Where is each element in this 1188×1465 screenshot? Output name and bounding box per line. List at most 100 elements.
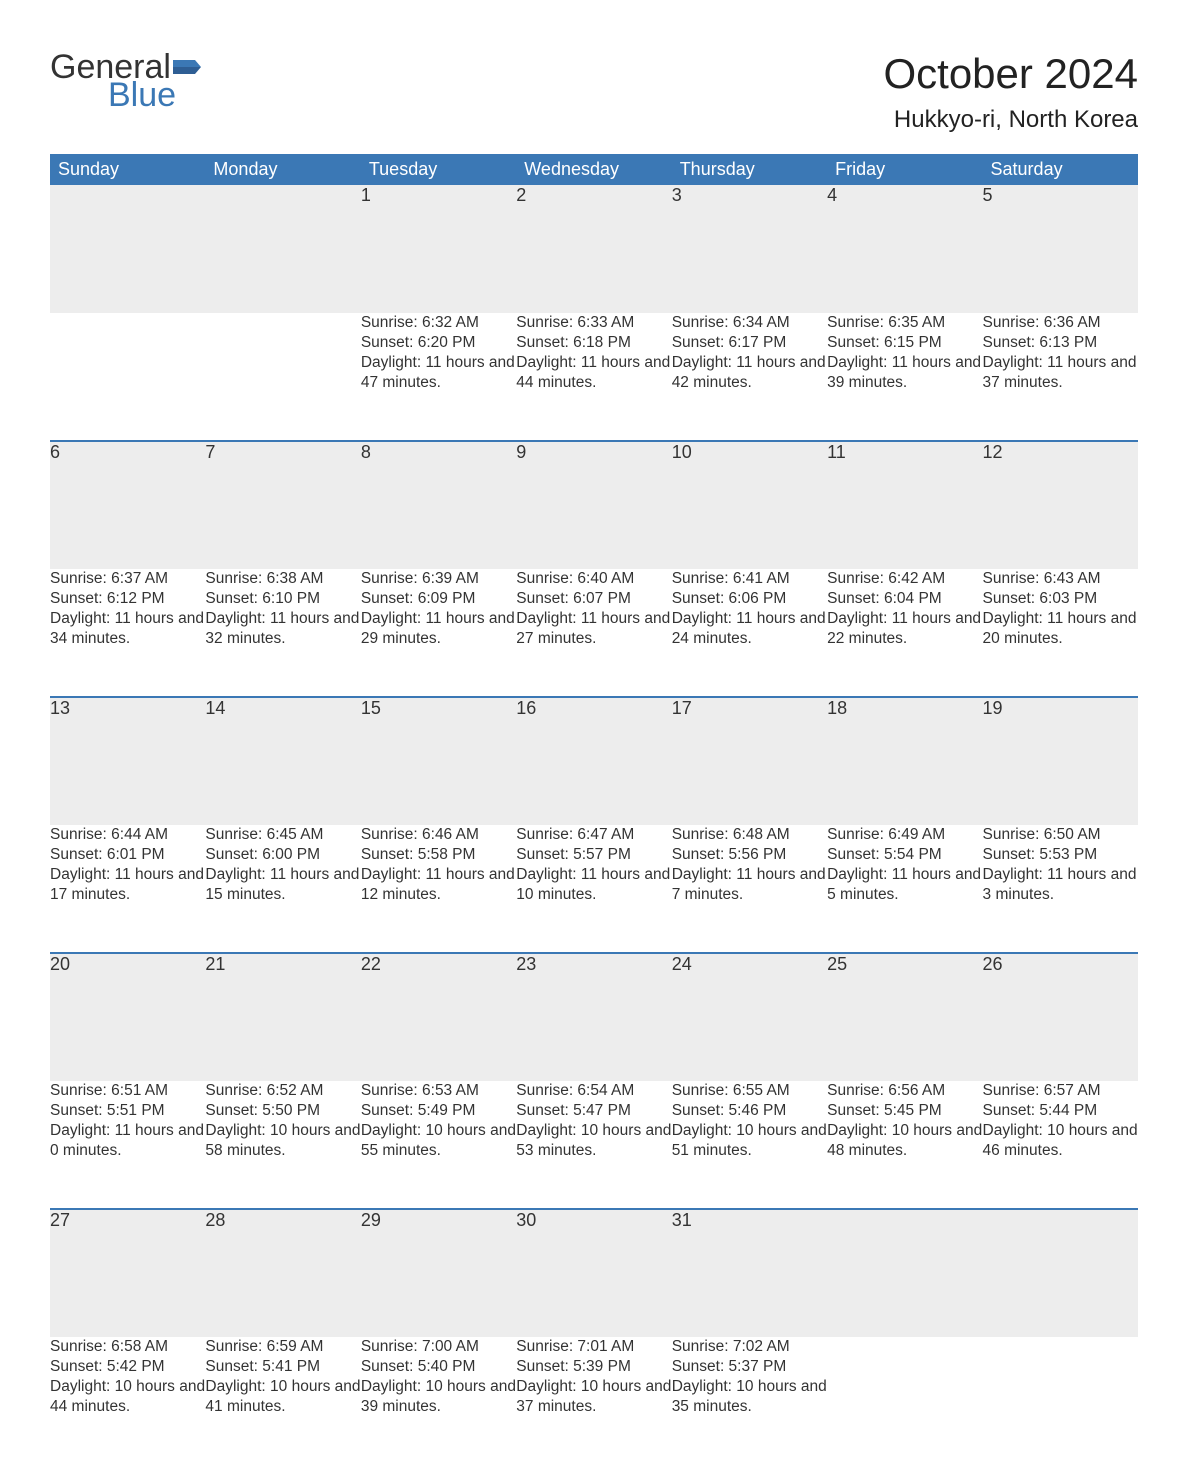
- sunrise-line: Sunrise: 6:49 AM: [827, 825, 982, 845]
- day-body-cell: Sunrise: 6:46 AMSunset: 5:58 PMDaylight:…: [361, 825, 516, 953]
- weekday-header: Friday: [827, 154, 982, 185]
- sunrise-line: Sunrise: 6:47 AM: [516, 825, 671, 845]
- sunset-line: Sunset: 6:15 PM: [827, 333, 982, 353]
- daylight-line: Daylight: 11 hours and 7 minutes.: [672, 865, 827, 905]
- sunrise-line: Sunrise: 6:54 AM: [516, 1081, 671, 1101]
- day-number-cell: 19: [983, 697, 1138, 825]
- week-body-row: Sunrise: 6:58 AMSunset: 5:42 PMDaylight:…: [50, 1337, 1138, 1465]
- sunrise-line: Sunrise: 6:52 AM: [205, 1081, 360, 1101]
- sunset-line: Sunset: 6:20 PM: [361, 333, 516, 353]
- sunset-line: Sunset: 6:13 PM: [983, 333, 1138, 353]
- sunset-line: Sunset: 6:07 PM: [516, 589, 671, 609]
- sunset-line: Sunset: 6:01 PM: [50, 845, 205, 865]
- sunrise-line: Sunrise: 6:50 AM: [983, 825, 1138, 845]
- day-body-cell: Sunrise: 6:33 AMSunset: 6:18 PMDaylight:…: [516, 313, 671, 441]
- day-number-cell: 2: [516, 185, 671, 313]
- day-number-cell: 16: [516, 697, 671, 825]
- week-body-row: Sunrise: 6:32 AMSunset: 6:20 PMDaylight:…: [50, 313, 1138, 441]
- day-number-cell: 7: [205, 441, 360, 569]
- daylight-line: Daylight: 10 hours and 58 minutes.: [205, 1121, 360, 1161]
- daylight-line: Daylight: 11 hours and 24 minutes.: [672, 609, 827, 649]
- sunset-line: Sunset: 6:12 PM: [50, 589, 205, 609]
- day-number-cell: 29: [361, 1209, 516, 1337]
- day-body-cell: Sunrise: 6:42 AMSunset: 6:04 PMDaylight:…: [827, 569, 982, 697]
- sunset-line: Sunset: 6:03 PM: [983, 589, 1138, 609]
- day-number-cell: 31: [672, 1209, 827, 1337]
- sunrise-line: Sunrise: 7:02 AM: [672, 1337, 827, 1357]
- location-label: Hukkyo-ri, North Korea: [883, 106, 1138, 134]
- daylight-line: Daylight: 11 hours and 3 minutes.: [983, 865, 1138, 905]
- day-body-cell: Sunrise: 6:39 AMSunset: 6:09 PMDaylight:…: [361, 569, 516, 697]
- sunrise-line: Sunrise: 6:36 AM: [983, 313, 1138, 333]
- day-body-cell: Sunrise: 6:47 AMSunset: 5:57 PMDaylight:…: [516, 825, 671, 953]
- day-number-cell: 23: [516, 953, 671, 1081]
- sunrise-line: Sunrise: 7:00 AM: [361, 1337, 516, 1357]
- day-body-cell: Sunrise: 6:54 AMSunset: 5:47 PMDaylight:…: [516, 1081, 671, 1209]
- day-body-cell: Sunrise: 6:44 AMSunset: 6:01 PMDaylight:…: [50, 825, 205, 953]
- day-number-cell: 10: [672, 441, 827, 569]
- day-number-cell: 28: [205, 1209, 360, 1337]
- sunrise-line: Sunrise: 6:59 AM: [205, 1337, 360, 1357]
- day-number-cell: 26: [983, 953, 1138, 1081]
- day-number-cell: [827, 1209, 982, 1337]
- day-number-cell: 20: [50, 953, 205, 1081]
- sunset-line: Sunset: 6:04 PM: [827, 589, 982, 609]
- day-number-cell: [50, 185, 205, 313]
- sunrise-line: Sunrise: 6:37 AM: [50, 569, 205, 589]
- sunset-line: Sunset: 5:49 PM: [361, 1101, 516, 1121]
- day-number-cell: 18: [827, 697, 982, 825]
- day-body-cell: Sunrise: 7:01 AMSunset: 5:39 PMDaylight:…: [516, 1337, 671, 1465]
- weekday-header: Sunday: [50, 154, 205, 185]
- sunrise-line: Sunrise: 6:58 AM: [50, 1337, 205, 1357]
- daylight-line: Daylight: 11 hours and 34 minutes.: [50, 609, 205, 649]
- daylight-line: Daylight: 11 hours and 29 minutes.: [361, 609, 516, 649]
- day-body-cell: Sunrise: 6:35 AMSunset: 6:15 PMDaylight:…: [827, 313, 982, 441]
- sunset-line: Sunset: 5:44 PM: [983, 1101, 1138, 1121]
- daylight-line: Daylight: 11 hours and 32 minutes.: [205, 609, 360, 649]
- day-number-cell: 24: [672, 953, 827, 1081]
- day-body-cell: [983, 1337, 1138, 1465]
- week-daynum-row: 20212223242526: [50, 953, 1138, 1081]
- day-number-cell: 17: [672, 697, 827, 825]
- sunrise-line: Sunrise: 6:56 AM: [827, 1081, 982, 1101]
- weekday-header: Tuesday: [361, 154, 516, 185]
- sunset-line: Sunset: 5:39 PM: [516, 1357, 671, 1377]
- day-number-cell: 4: [827, 185, 982, 313]
- day-body-cell: Sunrise: 6:53 AMSunset: 5:49 PMDaylight:…: [361, 1081, 516, 1209]
- day-body-cell: [50, 313, 205, 441]
- day-number-cell: 15: [361, 697, 516, 825]
- day-number-cell: [205, 185, 360, 313]
- daylight-line: Daylight: 10 hours and 55 minutes.: [361, 1121, 516, 1161]
- day-body-cell: Sunrise: 6:58 AMSunset: 5:42 PMDaylight:…: [50, 1337, 205, 1465]
- sunrise-line: Sunrise: 6:45 AM: [205, 825, 360, 845]
- daylight-line: Daylight: 11 hours and 15 minutes.: [205, 865, 360, 905]
- calendar-table: SundayMondayTuesdayWednesdayThursdayFrid…: [50, 154, 1138, 1465]
- header: General Blue October 2024 Hukkyo-ri, Nor…: [50, 50, 1138, 146]
- sunrise-line: Sunrise: 6:48 AM: [672, 825, 827, 845]
- sunset-line: Sunset: 6:09 PM: [361, 589, 516, 609]
- week-daynum-row: 2728293031: [50, 1209, 1138, 1337]
- day-body-cell: Sunrise: 6:38 AMSunset: 6:10 PMDaylight:…: [205, 569, 360, 697]
- sunset-line: Sunset: 5:40 PM: [361, 1357, 516, 1377]
- sunset-line: Sunset: 5:57 PM: [516, 845, 671, 865]
- sunset-line: Sunset: 6:18 PM: [516, 333, 671, 353]
- sunset-line: Sunset: 5:53 PM: [983, 845, 1138, 865]
- title-block: October 2024 Hukkyo-ri, North Korea: [883, 50, 1138, 146]
- daylight-line: Daylight: 10 hours and 53 minutes.: [516, 1121, 671, 1161]
- week-daynum-row: 12345: [50, 185, 1138, 313]
- day-number-cell: 9: [516, 441, 671, 569]
- sunset-line: Sunset: 5:54 PM: [827, 845, 982, 865]
- daylight-line: Daylight: 10 hours and 41 minutes.: [205, 1377, 360, 1417]
- sunset-line: Sunset: 6:00 PM: [205, 845, 360, 865]
- sunrise-line: Sunrise: 6:53 AM: [361, 1081, 516, 1101]
- sunrise-line: Sunrise: 6:42 AM: [827, 569, 982, 589]
- sunset-line: Sunset: 5:41 PM: [205, 1357, 360, 1377]
- day-body-cell: Sunrise: 6:59 AMSunset: 5:41 PMDaylight:…: [205, 1337, 360, 1465]
- sunrise-line: Sunrise: 6:39 AM: [361, 569, 516, 589]
- day-body-cell: Sunrise: 6:34 AMSunset: 6:17 PMDaylight:…: [672, 313, 827, 441]
- daylight-line: Daylight: 11 hours and 0 minutes.: [50, 1121, 205, 1161]
- daylight-line: Daylight: 10 hours and 44 minutes.: [50, 1377, 205, 1417]
- sunrise-line: Sunrise: 6:34 AM: [672, 313, 827, 333]
- sunrise-line: Sunrise: 6:43 AM: [983, 569, 1138, 589]
- sunset-line: Sunset: 6:10 PM: [205, 589, 360, 609]
